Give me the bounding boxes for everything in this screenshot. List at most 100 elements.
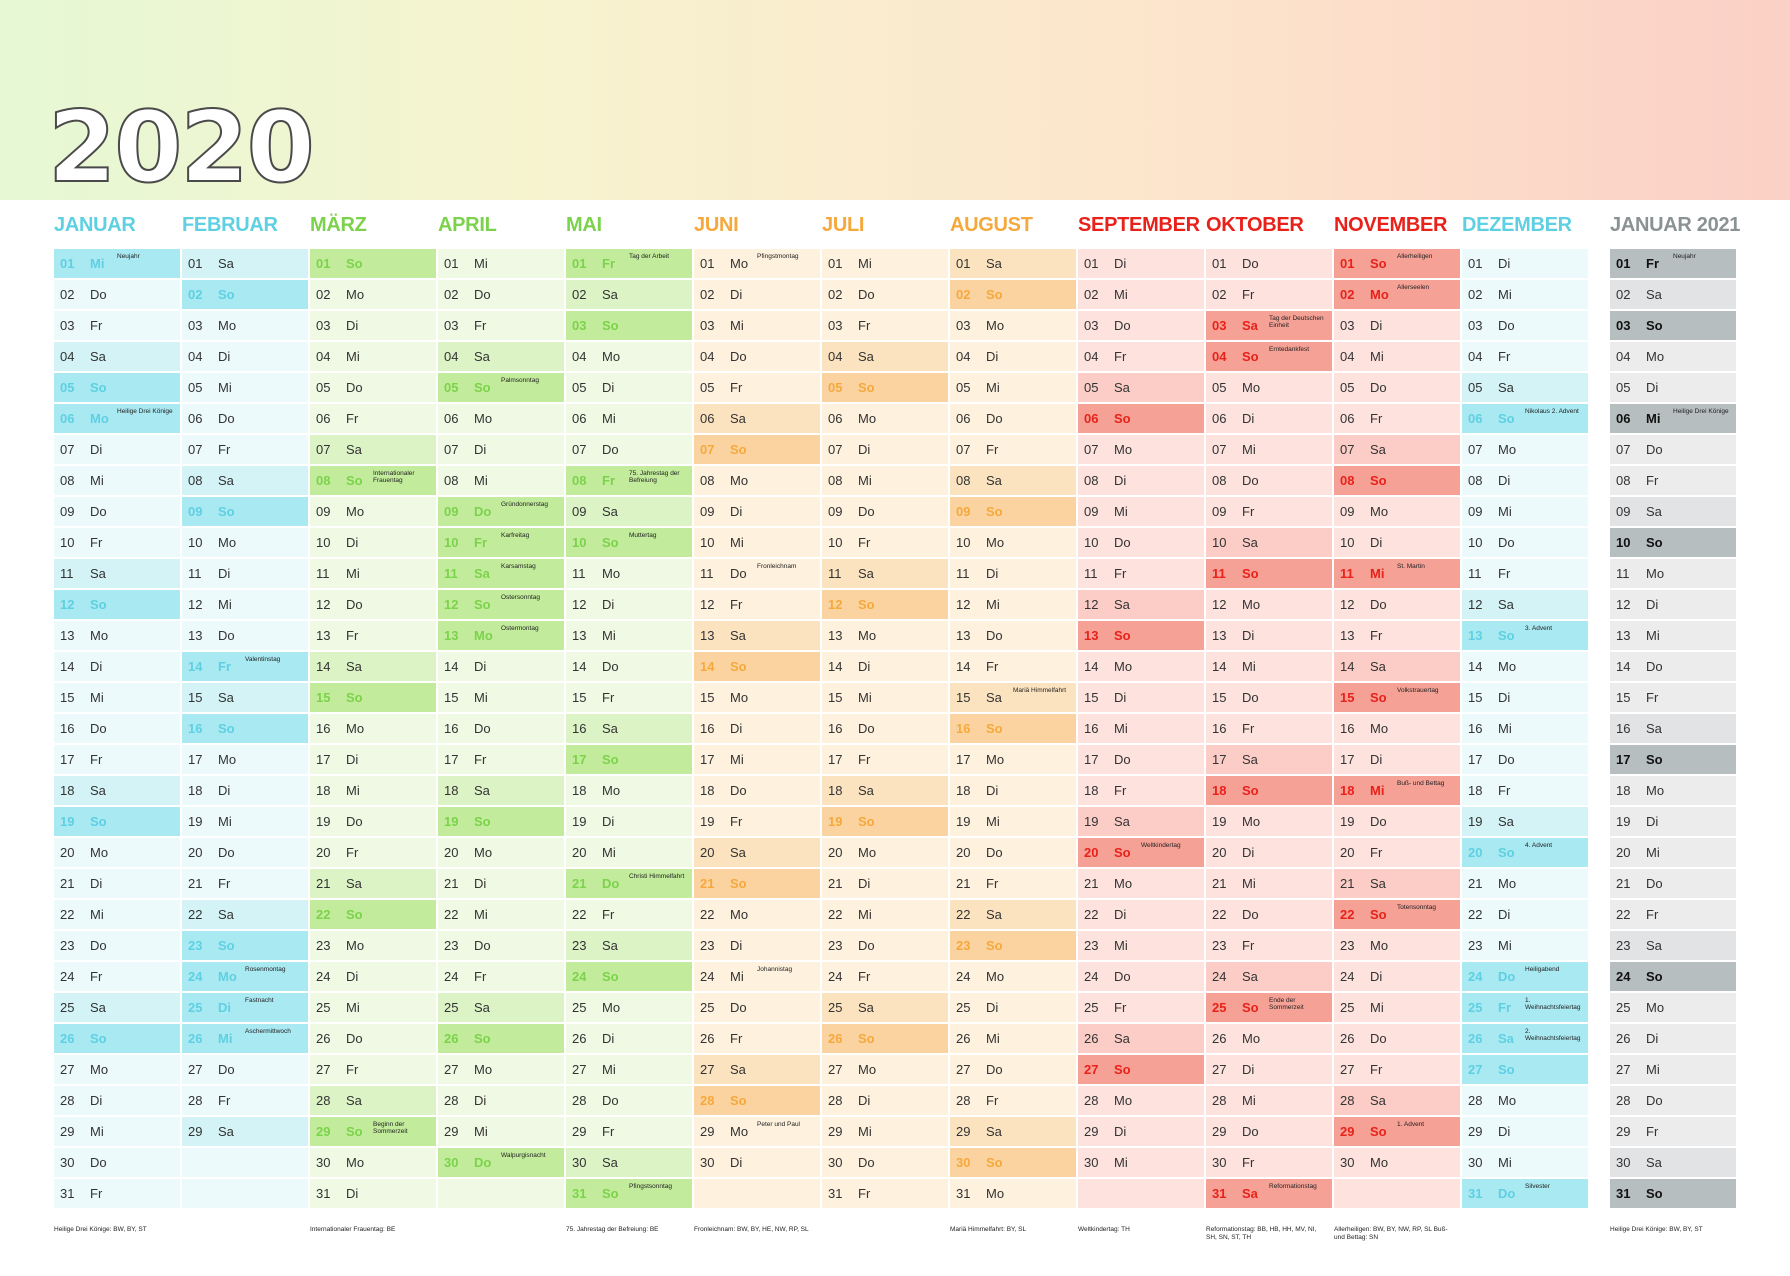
- day-number: 23: [60, 938, 75, 953]
- day-row: 06 So Nikolaus 2. Advent: [1462, 404, 1588, 433]
- day-row: 10 Mo: [950, 528, 1076, 557]
- weekday-label: Fr: [90, 969, 103, 984]
- weekday-label: Sa: [346, 659, 362, 674]
- day-row: 21 Fr: [182, 869, 308, 898]
- day-number: 21: [1468, 876, 1483, 891]
- day-number: 24: [956, 969, 971, 984]
- holiday-label: Fronleichnam: [757, 563, 797, 570]
- day-number: 16: [1084, 721, 1099, 736]
- weekday-label: Mi: [858, 256, 872, 271]
- day-row: 23 Do: [54, 931, 180, 960]
- day-row: 05 Sa: [1078, 373, 1204, 402]
- day-number: 08: [1340, 473, 1355, 488]
- day-row: 20 Mo: [54, 838, 180, 867]
- day-row: 11 Mi: [310, 559, 436, 588]
- day-number: 14: [1468, 659, 1483, 674]
- weekday-label: Sa: [1646, 721, 1662, 736]
- day-row: 15 Fr: [566, 683, 692, 712]
- day-row: 03 Di: [310, 311, 436, 340]
- day-number: 19: [700, 814, 715, 829]
- weekday-label: Mo: [730, 473, 749, 488]
- day-row: 11 Sa Karsamstag: [438, 559, 564, 588]
- day-row: 21 So: [694, 869, 820, 898]
- day-row: 18 Mo: [566, 776, 692, 805]
- day-row: 23 So: [182, 931, 308, 960]
- weekday-label: So: [986, 721, 1003, 736]
- day-number: 17: [1084, 752, 1099, 767]
- day-number: 25: [1468, 1000, 1483, 1015]
- weekday-label: Fr: [218, 1093, 231, 1108]
- day-row: 01 Di: [1462, 249, 1588, 278]
- weekday-label: So: [218, 504, 235, 519]
- weekday-label: Di: [1114, 907, 1127, 922]
- day-number: 18: [60, 783, 75, 798]
- day-number: 27: [316, 1062, 331, 1077]
- day-number: 26: [572, 1031, 587, 1046]
- day-row: 11 Sa: [54, 559, 180, 588]
- day-number: 09: [1340, 504, 1355, 519]
- day-number: 06: [700, 411, 715, 426]
- day-row: 04 So Erntedankfest: [1206, 342, 1332, 371]
- holiday-label: Internationaler Frauentag: [373, 470, 415, 484]
- day-number: 16: [572, 721, 587, 736]
- weekday-label: Mo: [1646, 349, 1665, 364]
- day-number: 13: [60, 628, 75, 643]
- day-row: 16 So: [182, 714, 308, 743]
- day-row: 06 Do: [182, 404, 308, 433]
- day-row: 16 Do: [438, 714, 564, 743]
- weekday-label: Mo: [858, 845, 877, 860]
- day-number: 12: [1340, 597, 1355, 612]
- day-number: 26: [444, 1031, 459, 1046]
- day-row: 11 Do Fronleichnam: [694, 559, 820, 588]
- day-row: 23 Mo: [310, 931, 436, 960]
- day-row: 03 Mi: [694, 311, 820, 340]
- day-number: 20: [1084, 845, 1099, 860]
- holiday-label: Neujahr: [117, 253, 140, 260]
- day-number: 27: [1084, 1062, 1099, 1077]
- day-number: 13: [700, 628, 715, 643]
- day-number: 04: [60, 349, 75, 364]
- day-row: 08 Di: [1462, 466, 1588, 495]
- day-row: 17 Fr: [54, 745, 180, 774]
- day-number: 10: [1340, 535, 1355, 550]
- weekday-label: Do: [1646, 442, 1663, 457]
- day-number: 11: [700, 566, 714, 581]
- day-number: 02: [1468, 287, 1483, 302]
- day-number: 04: [1616, 349, 1631, 364]
- day-number: 19: [1212, 814, 1227, 829]
- holiday-label: Fastnacht: [245, 997, 274, 1004]
- day-row: [694, 1179, 820, 1208]
- day-number: 04: [828, 349, 843, 364]
- weekday-label: Fr: [218, 659, 231, 674]
- day-row: 26 Sa: [1078, 1024, 1204, 1053]
- day-number: 31: [1468, 1186, 1483, 1201]
- weekday-label: Fr: [1646, 256, 1659, 271]
- day-number: 16: [60, 721, 75, 736]
- weekday-label: Mo: [90, 845, 109, 860]
- weekday-label: Sa: [1242, 535, 1258, 550]
- weekday-label: So: [730, 659, 747, 674]
- weekday-label: Sa: [218, 1124, 234, 1139]
- weekday-label: Di: [1370, 535, 1383, 550]
- day-row: 27 So: [1462, 1055, 1588, 1084]
- weekday-label: Fr: [1370, 845, 1383, 860]
- holiday-label: 4. Advent: [1525, 842, 1553, 849]
- day-row: 20 Do: [950, 838, 1076, 867]
- day-number: 21: [700, 876, 715, 891]
- day-row: 03 Do: [1462, 311, 1588, 340]
- day-number: 18: [444, 783, 459, 798]
- holiday-label: Heilige Drei Könige: [117, 408, 173, 415]
- weekday-label: Fr: [1114, 566, 1127, 581]
- day-row: 02 Sa: [1610, 280, 1736, 309]
- weekday-label: Di: [602, 597, 615, 612]
- day-row: 09 Do: [54, 497, 180, 526]
- day-row: 22 Mi: [438, 900, 564, 929]
- day-number: 25: [60, 1000, 75, 1015]
- weekday-label: Sa: [602, 504, 618, 519]
- day-number: 23: [316, 938, 331, 953]
- day-number: 22: [444, 907, 459, 922]
- weekday-label: Mo: [1498, 659, 1517, 674]
- day-row: 21 Di: [438, 869, 564, 898]
- day-number: 25: [1616, 1000, 1631, 1015]
- day-number: 19: [1616, 814, 1631, 829]
